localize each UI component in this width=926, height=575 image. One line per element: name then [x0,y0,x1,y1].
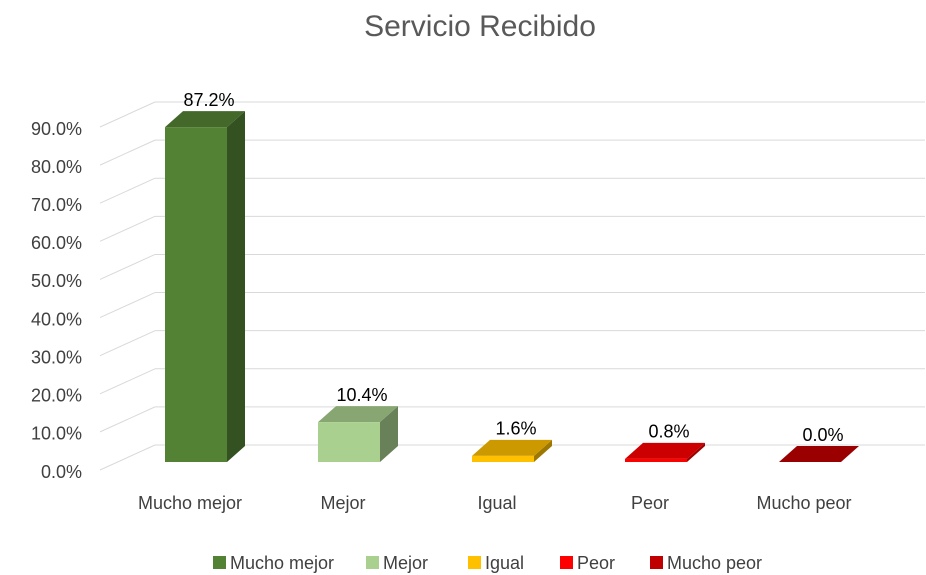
bar [318,406,398,462]
y-tick-label: 0.0% [41,462,82,482]
x-tick-label: Mejor [320,493,365,513]
y-tick-label: 30.0% [31,347,82,367]
grid-line [99,330,156,357]
bar [165,111,245,462]
grid-line [99,253,156,280]
x-tick-label: Mucho peor [756,493,851,513]
legend-label: Mucho mejor [230,553,334,573]
legend-swatch [366,556,379,569]
data-label: 0.8% [648,422,689,442]
bar-side [534,439,552,462]
legend-swatch [650,556,663,569]
grid-line [99,368,156,395]
legend-label: Mejor [383,553,428,573]
bar-front [165,127,227,462]
x-tick-label: Igual [477,493,516,513]
grid-line [99,139,156,166]
grid-line [99,101,156,128]
legend-swatch [213,556,226,569]
y-tick-label: 40.0% [31,309,82,329]
grid-line [99,406,156,433]
y-tick-label: 10.0% [31,424,82,444]
legend-label: Mucho peor [667,553,762,573]
legend-label: Peor [577,553,615,573]
y-tick-label: 80.0% [31,157,82,177]
bar-front [625,458,687,462]
bar-top [779,446,859,462]
grid-line [99,292,156,319]
grid-line [99,177,156,204]
bar-top [318,406,398,423]
bar-side [687,442,705,462]
x-tick-label: Mucho mejor [138,493,242,513]
data-label: 1.6% [495,419,536,439]
x-tick-label: Peor [631,493,669,513]
grid-line [99,215,156,242]
legend-swatch [560,556,573,569]
y-tick-label: 90.0% [31,119,82,139]
bar-front [472,455,534,462]
chart-title: Servicio Recibido [364,10,596,43]
data-label: 10.4% [336,385,387,405]
bar [472,439,552,462]
legend-label: Igual [485,553,524,573]
y-tick-label: 20.0% [31,386,82,406]
bar-front [318,422,380,462]
legend-swatch [468,556,481,569]
bar-top [165,111,245,128]
bar [625,442,705,462]
y-tick-label: 60.0% [31,233,82,253]
bar-top [625,442,705,459]
data-label: 87.2% [183,90,234,110]
bar-top [472,439,552,456]
y-tick-label: 50.0% [31,271,82,291]
data-label: 0.0% [802,425,843,445]
bar [779,446,859,462]
grid-line [99,444,156,471]
y-tick-label: 70.0% [31,195,82,215]
bar-side [380,406,398,462]
bar-side [227,111,245,462]
